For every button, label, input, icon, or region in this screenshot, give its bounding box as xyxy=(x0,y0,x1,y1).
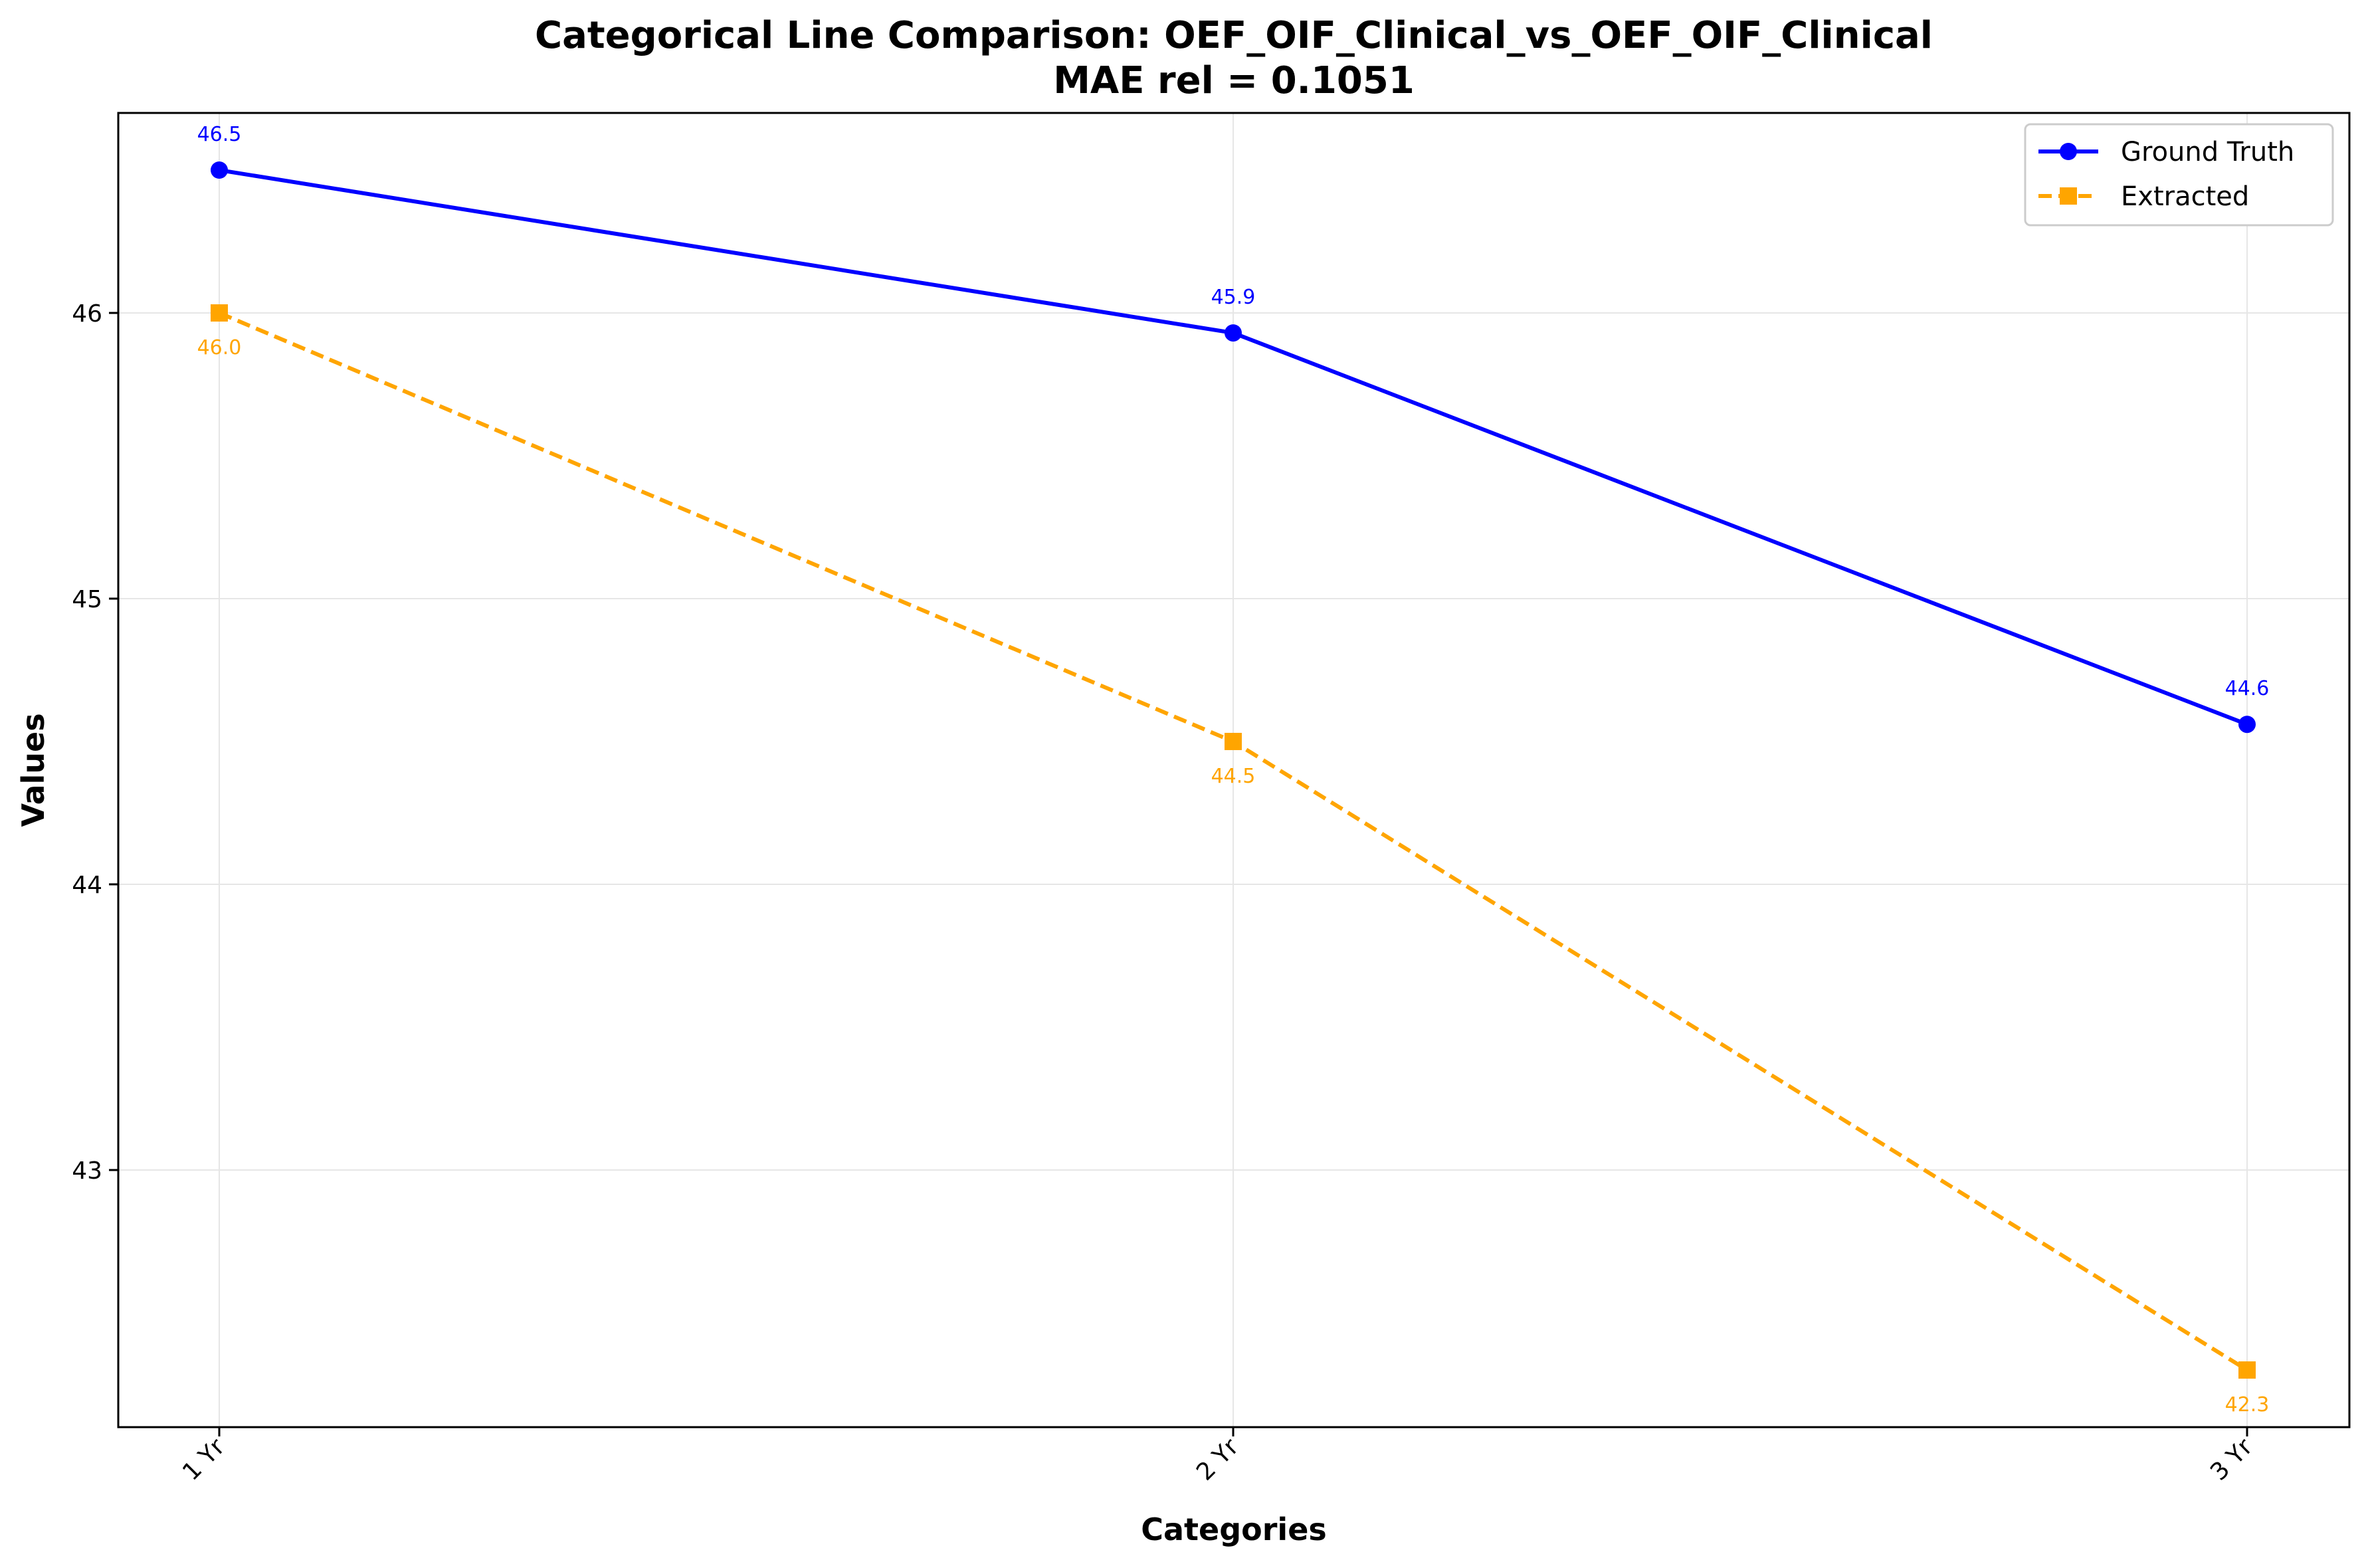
chart-title: Categorical Line Comparison: OEF_OIF_Cli… xyxy=(535,14,1933,57)
data-point-ground-truth xyxy=(211,161,228,179)
legend-marker-extracted xyxy=(2060,187,2077,205)
legend-label-ground-truth: Ground Truth xyxy=(2121,137,2294,167)
x-tick-label: 3 Yr xyxy=(2205,1433,2258,1486)
data-point-extracted xyxy=(2238,1361,2256,1379)
data-label-ground-truth: 46.5 xyxy=(197,123,242,146)
x-tick-label: 1 Yr xyxy=(177,1433,230,1486)
y-tick-label: 46 xyxy=(72,300,102,328)
data-label-extracted: 46.0 xyxy=(197,336,242,359)
series xyxy=(211,161,2256,1379)
x-tick-label: 2 Yr xyxy=(1191,1433,1244,1486)
y-tick-label: 45 xyxy=(72,586,102,613)
data-point-extracted xyxy=(1225,733,1242,750)
chart-subtitle: MAE rel = 0.1051 xyxy=(1053,59,1415,102)
data-label-ground-truth: 45.9 xyxy=(1211,286,1256,309)
data-point-ground-truth xyxy=(2238,716,2256,734)
legend-label-extracted: Extracted xyxy=(2121,181,2249,212)
y-tick-label: 44 xyxy=(72,872,102,899)
legend-box xyxy=(2024,123,2334,227)
data-point-extracted xyxy=(211,304,228,322)
data-labels: 46.5 45.9 44.6 46.0 44.5 42.3 xyxy=(197,123,2270,1417)
data-point-ground-truth xyxy=(1225,324,1242,342)
data-label-extracted: 44.5 xyxy=(1211,765,1256,788)
legend-marker-ground-truth xyxy=(2060,143,2077,160)
y-axis-label: Values xyxy=(15,713,51,827)
axis-ticks: 43 44 45 46 1 Yr 2 Yr 3 Yr xyxy=(72,300,2258,1486)
data-label-extracted: 42.3 xyxy=(2225,1393,2270,1417)
y-tick-label: 43 xyxy=(72,1157,102,1185)
x-axis-label: Categories xyxy=(1141,1512,1327,1547)
data-label-ground-truth: 44.6 xyxy=(2225,677,2270,700)
legend: Ground Truth Extracted xyxy=(2024,123,2334,227)
